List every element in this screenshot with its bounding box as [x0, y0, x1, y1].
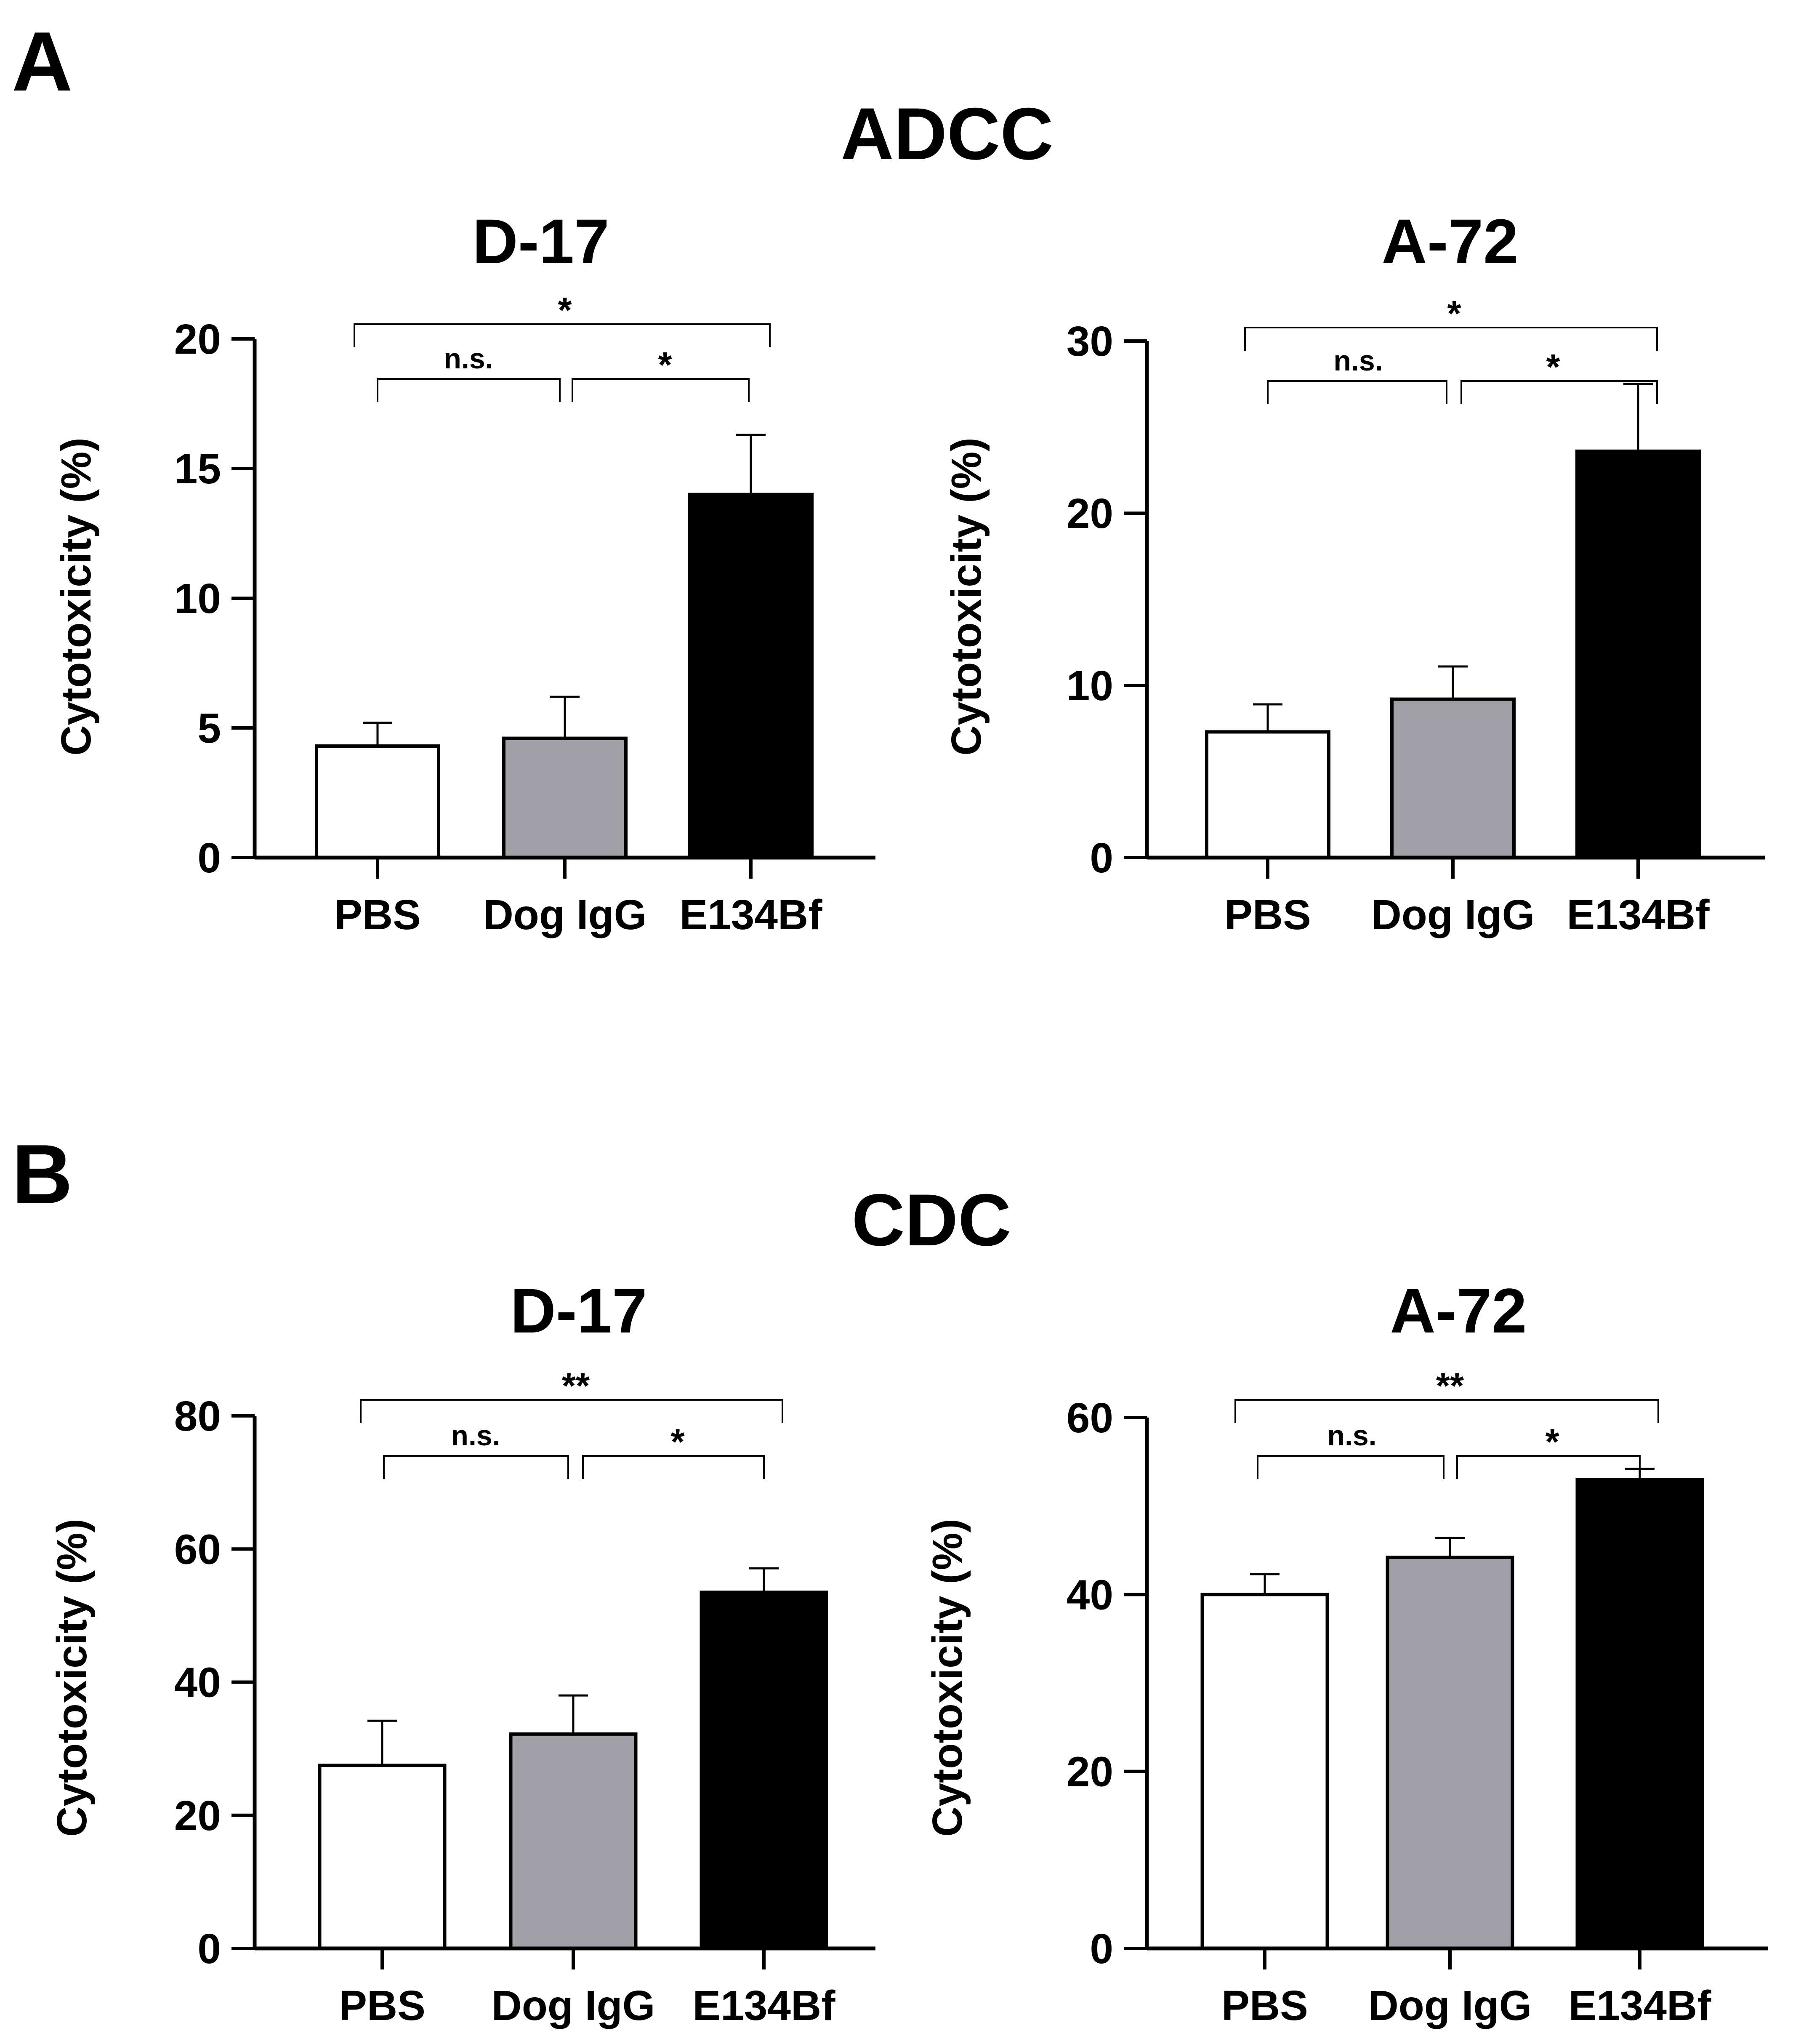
x-tick-label: Dog IgG: [1368, 1982, 1532, 2029]
y-axis-label: Cytotoxicity (%): [924, 1519, 971, 1837]
bar: [1575, 449, 1701, 859]
chart-adcc-a72: A-72 Cytotoxicity (%) PBS Dog IgG E134Bf 0 10 2…: [943, 206, 1765, 938]
bar: [1200, 1593, 1329, 1950]
y-tick-label: 0: [197, 834, 221, 882]
significance-label: n.s.: [444, 343, 493, 375]
x-tick-label: E134Bf: [692, 1982, 835, 2029]
significance-bracket: [582, 1455, 765, 1479]
y-tick-label: 15: [174, 445, 221, 493]
x-tick-label: E134Bf: [1567, 891, 1710, 938]
significance-bracket: [1460, 380, 1658, 404]
y-tick-label: 20: [1067, 1748, 1113, 1796]
chart-title: D-17: [510, 1275, 647, 1346]
x-tick-label: E134Bf: [679, 891, 822, 938]
significance-bracket: [1267, 380, 1447, 404]
significance-bracket: [572, 378, 750, 402]
significance-bracket: [1257, 1455, 1445, 1479]
y-tick-label: 30: [1067, 318, 1113, 365]
x-tick-label: Dog IgG: [492, 1982, 655, 2029]
y-tick-label: 20: [174, 1792, 221, 1839]
x-tick-label: Dog IgG: [1371, 891, 1535, 938]
x-tick-label: PBS: [339, 1982, 426, 2029]
bar: [688, 493, 814, 859]
y-tick-label: 20: [174, 316, 221, 363]
significance-bracket: [1456, 1455, 1641, 1479]
x-tick-label: PBS: [1224, 891, 1311, 938]
panel-label-b: B: [12, 1127, 72, 1221]
significance-label: n.s.: [451, 1420, 500, 1452]
bar: [1575, 1478, 1704, 1950]
significance-label: *: [558, 290, 572, 330]
y-tick-label: 0: [1090, 834, 1113, 882]
significance-bracket: [1244, 327, 1658, 351]
y-tick-label: 60: [174, 1526, 221, 1573]
y-axis-label: Cytotoxicity (%): [53, 437, 100, 756]
bar: [315, 744, 440, 859]
bar: [700, 1591, 828, 1950]
y-tick-label: 40: [174, 1659, 221, 1706]
y-tick-label: 5: [197, 705, 221, 752]
significance-label: n.s.: [1333, 345, 1383, 377]
y-tick-label: 0: [1090, 1925, 1113, 1972]
significance-label: n.s.: [1327, 1420, 1376, 1452]
significance-bracket: [360, 1399, 783, 1423]
y-axis-label: Cytotoxicity (%): [943, 437, 990, 756]
y-tick-label: 80: [174, 1393, 221, 1440]
y-tick-label: 0: [197, 1925, 221, 1972]
significance-label: **: [562, 1366, 590, 1406]
significance-label: *: [1545, 1422, 1559, 1462]
chart-cdc-d17: D-17 Cytotoxicity (%) PBS Dog IgG E134Bf 0 20 4…: [48, 1275, 875, 2029]
significance-label: *: [658, 345, 672, 385]
bar: [1386, 1556, 1514, 1950]
y-axis-label: Cytotoxicity (%): [48, 1519, 96, 1837]
x-tick-label: PBS: [334, 891, 421, 938]
bar: [318, 1764, 447, 1950]
bar: [502, 736, 628, 859]
y-tick-label: 10: [174, 575, 221, 622]
y-tick-label: 20: [1067, 490, 1113, 537]
chart-title: A-72: [1381, 206, 1518, 277]
significance-label: **: [1436, 1366, 1464, 1406]
y-tick-label: 10: [1067, 662, 1113, 709]
y-tick-label: 60: [1067, 1394, 1113, 1442]
chart-title: A-72: [1390, 1275, 1527, 1346]
bar: [1390, 697, 1516, 859]
significance-label: *: [1447, 294, 1461, 334]
significance-bracket: [354, 323, 771, 347]
significance-bracket: [1234, 1399, 1659, 1423]
y-tick-label: 40: [1067, 1571, 1113, 1618]
chart-title: D-17: [472, 206, 609, 277]
bar: [509, 1732, 638, 1950]
panel-title-cdc: CDC: [851, 1179, 1011, 1261]
x-tick-label: Dog IgG: [483, 891, 647, 938]
chart-cdc-a72: A-72 Cytotoxicity (%) PBS Dog IgG E134Bf 0 20 4…: [924, 1275, 1768, 2029]
significance-label: *: [1546, 347, 1560, 387]
bar: [1205, 730, 1330, 860]
significance-bracket: [383, 1455, 569, 1479]
significance-label: *: [670, 1422, 684, 1462]
x-tick-label: E134Bf: [1568, 1982, 1711, 2029]
x-tick-label: PBS: [1221, 1982, 1308, 2029]
significance-bracket: [377, 378, 561, 402]
panel-label-a: A: [12, 15, 72, 109]
chart-adcc-d17: D-17 Cytotoxicity (%) PBS Dog IgG E134Bf 0 5 10…: [53, 206, 875, 938]
panel-title-adcc: ADCC: [841, 93, 1053, 175]
